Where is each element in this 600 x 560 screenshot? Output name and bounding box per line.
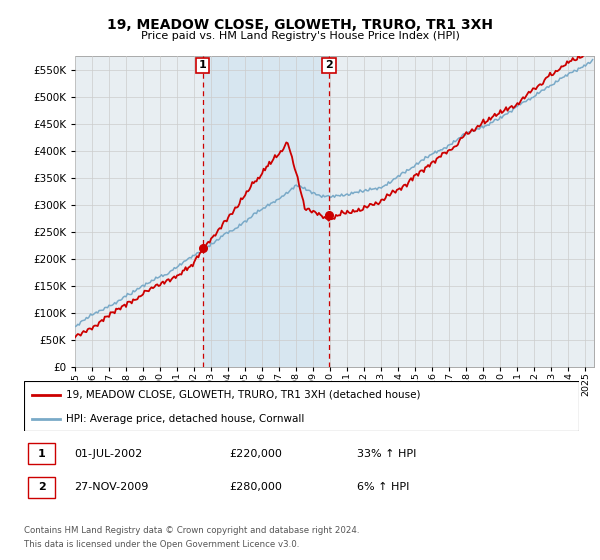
Text: 1: 1 <box>38 449 46 459</box>
Text: Price paid vs. HM Land Registry's House Price Index (HPI): Price paid vs. HM Land Registry's House … <box>140 31 460 41</box>
Text: Contains HM Land Registry data © Crown copyright and database right 2024.: Contains HM Land Registry data © Crown c… <box>24 526 359 535</box>
Text: 19, MEADOW CLOSE, GLOWETH, TRURO, TR1 3XH (detached house): 19, MEADOW CLOSE, GLOWETH, TRURO, TR1 3X… <box>65 390 420 400</box>
Text: 1: 1 <box>199 60 206 71</box>
Text: 2: 2 <box>38 482 46 492</box>
Text: 33% ↑ HPI: 33% ↑ HPI <box>357 449 416 459</box>
Text: 27-NOV-2009: 27-NOV-2009 <box>74 482 148 492</box>
Bar <box>203 56 329 367</box>
Text: HPI: Average price, detached house, Cornwall: HPI: Average price, detached house, Corn… <box>65 414 304 423</box>
Text: This data is licensed under the Open Government Licence v3.0.: This data is licensed under the Open Gov… <box>24 540 299 549</box>
Text: £280,000: £280,000 <box>229 482 282 492</box>
Text: 19, MEADOW CLOSE, GLOWETH, TRURO, TR1 3XH: 19, MEADOW CLOSE, GLOWETH, TRURO, TR1 3X… <box>107 18 493 32</box>
Bar <box>28 477 55 498</box>
Text: 2: 2 <box>325 60 333 71</box>
Text: £220,000: £220,000 <box>229 449 282 459</box>
Text: 6% ↑ HPI: 6% ↑ HPI <box>357 482 409 492</box>
Bar <box>28 443 55 464</box>
Text: 01-JUL-2002: 01-JUL-2002 <box>74 449 142 459</box>
